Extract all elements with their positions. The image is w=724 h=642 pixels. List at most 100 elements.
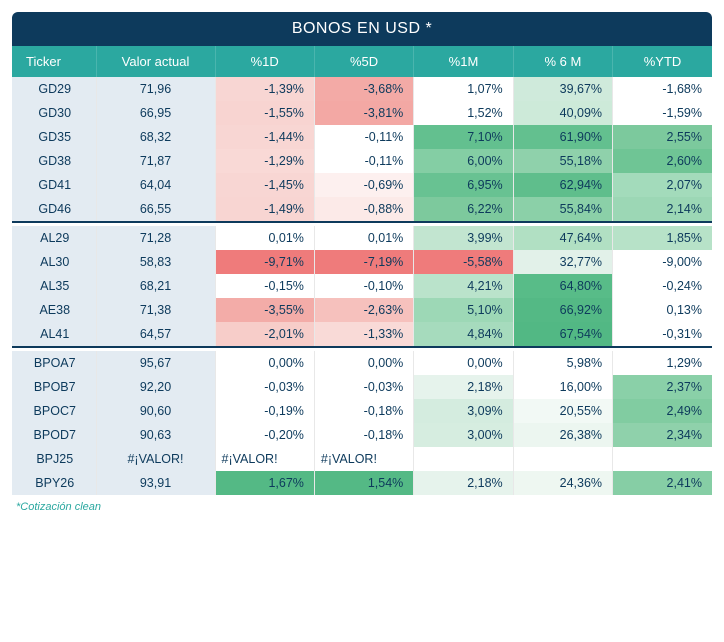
pct-cell: 0,01% [314,226,413,250]
pct-cell: -0,03% [314,375,413,399]
table-row: GD4164,04-1,45%-0,69%6,95%62,94%2,07% [12,173,712,197]
valor-cell: 92,20 [96,375,215,399]
valor-cell: 71,28 [96,226,215,250]
table-title: BONOS EN USD * [12,12,712,46]
pct-cell: -0,11% [314,125,413,149]
pct-cell: 1,85% [613,226,712,250]
column-header-3: %5D [314,46,413,77]
pct-cell: 20,55% [513,399,612,423]
pct-cell: 2,41% [613,471,712,495]
pct-cell: -2,63% [314,298,413,322]
pct-cell: -1,44% [215,125,314,149]
pct-cell: 39,67% [513,77,612,101]
valor-cell: 71,96 [96,77,215,101]
ticker-cell: GD46 [12,197,96,222]
table-row: BPJ25#¡VALOR!#¡VALOR!#¡VALOR! [12,447,712,471]
ticker-cell: BPOD7 [12,423,96,447]
table-row: AL2971,280,01%0,01%3,99%47,64%1,85% [12,226,712,250]
pct-cell: 16,00% [513,375,612,399]
table-row: GD3871,87-1,29%-0,11%6,00%55,18%2,60% [12,149,712,173]
pct-cell: 6,22% [414,197,513,222]
pct-cell: 2,07% [613,173,712,197]
pct-cell: -3,55% [215,298,314,322]
pct-cell: -1,29% [215,149,314,173]
valor-cell: 71,87 [96,149,215,173]
ticker-cell: AL35 [12,274,96,298]
pct-cell: -0,03% [215,375,314,399]
pct-cell: -1,39% [215,77,314,101]
pct-cell: 66,92% [513,298,612,322]
pct-cell: 2,49% [613,399,712,423]
ticker-cell: AE38 [12,298,96,322]
valor-cell: 90,60 [96,399,215,423]
valor-cell: 66,55 [96,197,215,222]
pct-cell: -0,31% [613,322,712,347]
valor-cell: 93,91 [96,471,215,495]
pct-cell: 0,01% [215,226,314,250]
table-row: BPOB792,20-0,03%-0,03%2,18%16,00%2,37% [12,375,712,399]
valor-cell: 71,38 [96,298,215,322]
pct-cell: 6,00% [414,149,513,173]
pct-cell: 32,77% [513,250,612,274]
bonds-table: BONOS EN USD * TickerValor actual%1D%5D%… [12,12,712,495]
table-row: GD4666,55-1,49%-0,88%6,22%55,84%2,14% [12,197,712,222]
pct-cell: 1,07% [414,77,513,101]
pct-cell: 7,10% [414,125,513,149]
pct-cell: 1,29% [613,351,712,375]
table-row: BPY2693,911,67%1,54%2,18%24,36%2,41% [12,471,712,495]
pct-cell: -7,19% [314,250,413,274]
pct-cell: 24,36% [513,471,612,495]
pct-cell: -5,58% [414,250,513,274]
ticker-cell: AL29 [12,226,96,250]
pct-cell: 2,14% [613,197,712,222]
table-row: GD3066,95-1,55%-3,81%1,52%40,09%-1,59% [12,101,712,125]
ticker-cell: BPOA7 [12,351,96,375]
pct-cell: 0,00% [215,351,314,375]
valor-cell: 95,67 [96,351,215,375]
pct-cell: 67,54% [513,322,612,347]
ticker-cell: GD38 [12,149,96,173]
pct-cell [613,447,712,471]
pct-cell: 64,80% [513,274,612,298]
pct-cell: -1,55% [215,101,314,125]
pct-cell: #¡VALOR! [314,447,413,471]
pct-cell: 0,00% [314,351,413,375]
pct-cell: -1,49% [215,197,314,222]
pct-cell [513,447,612,471]
ticker-cell: BPOC7 [12,399,96,423]
pct-cell: 2,37% [613,375,712,399]
pct-cell: 4,21% [414,274,513,298]
pct-cell: 3,09% [414,399,513,423]
column-header-6: %YTD [613,46,712,77]
pct-cell: -3,68% [314,77,413,101]
footnote: *Cotización clean [12,495,712,513]
pct-cell: 1,52% [414,101,513,125]
ticker-cell: GD41 [12,173,96,197]
pct-cell: 1,54% [314,471,413,495]
pct-cell: 2,55% [613,125,712,149]
ticker-cell: BPJ25 [12,447,96,471]
table-row: GD3568,32-1,44%-0,11%7,10%61,90%2,55% [12,125,712,149]
table-row: AL3058,83-9,71%-7,19%-5,58%32,77%-9,00% [12,250,712,274]
ticker-cell: AL30 [12,250,96,274]
table-row: GD2971,96-1,39%-3,68%1,07%39,67%-1,68% [12,77,712,101]
pct-cell [414,447,513,471]
pct-cell: 5,10% [414,298,513,322]
pct-cell: 55,18% [513,149,612,173]
pct-cell: 2,60% [613,149,712,173]
bonds-table-container: BONOS EN USD * TickerValor actual%1D%5D%… [12,12,712,513]
pct-cell: -0,18% [314,399,413,423]
pct-cell: -0,19% [215,399,314,423]
pct-cell: -0,88% [314,197,413,222]
valor-cell: 58,83 [96,250,215,274]
pct-cell: -0,11% [314,149,413,173]
pct-cell: 55,84% [513,197,612,222]
pct-cell: 5,98% [513,351,612,375]
ticker-cell: BPY26 [12,471,96,495]
column-header-1: Valor actual [96,46,215,77]
pct-cell: 47,64% [513,226,612,250]
pct-cell: 6,95% [414,173,513,197]
column-header-5: % 6 M [513,46,612,77]
pct-cell: -0,69% [314,173,413,197]
pct-cell: -1,45% [215,173,314,197]
